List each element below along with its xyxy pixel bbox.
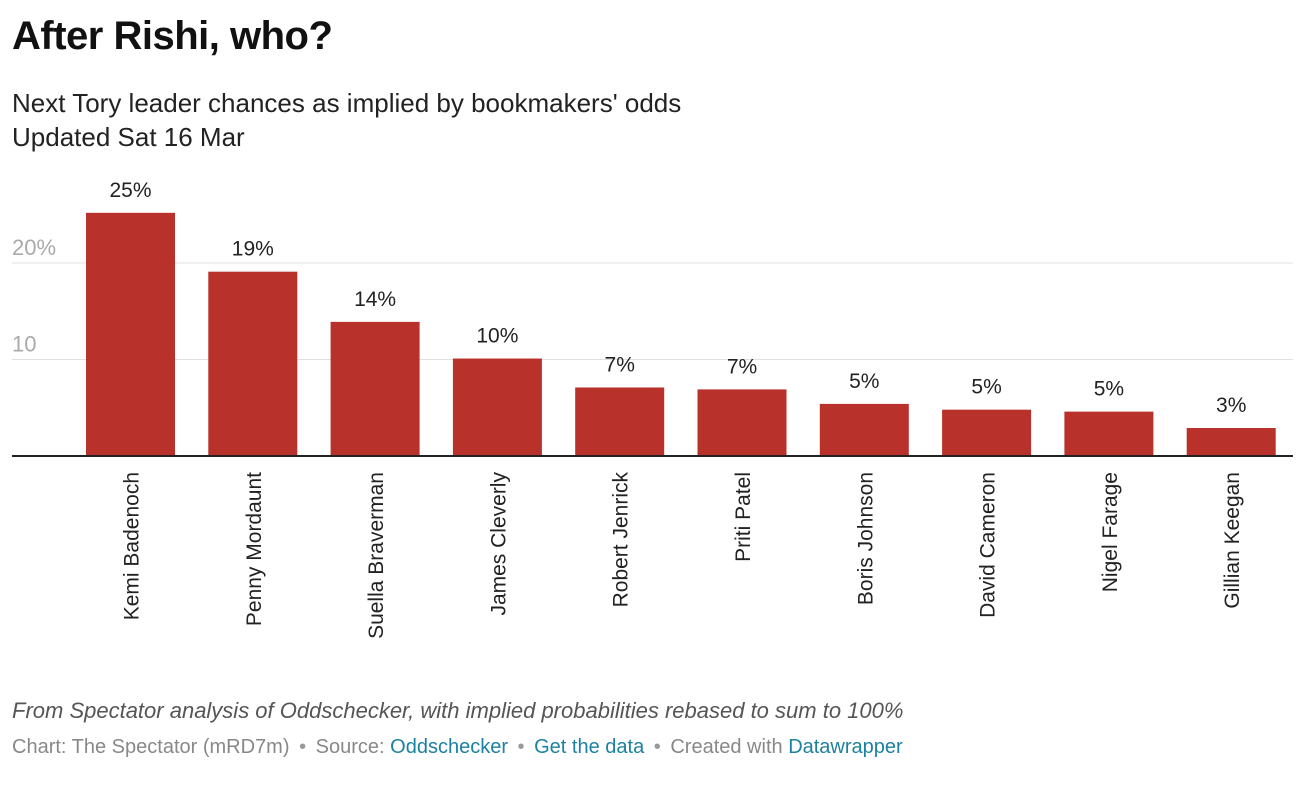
category-label: Boris Johnson	[854, 472, 877, 605]
bars	[86, 212, 1276, 456]
bar	[942, 409, 1032, 456]
data-labels: 25% 19% 14% 10% 7% 7% 5% 5% 5% 3%	[109, 179, 1246, 417]
datawrapper-link[interactable]: Datawrapper	[788, 736, 903, 758]
bar	[575, 387, 665, 456]
data-label: 10%	[476, 325, 518, 348]
bar	[452, 358, 542, 456]
get-data-link[interactable]: Get the data	[534, 736, 645, 758]
y-axis-ticks: 10 20%	[12, 235, 56, 357]
chart-byline: Chart: The Spectator (mRD7m) • Source: O…	[12, 736, 903, 759]
bar	[819, 403, 909, 456]
y-tick-label: 10	[12, 332, 36, 357]
category-label: Suella Braverman	[365, 472, 388, 639]
bar	[697, 389, 787, 456]
category-label: Gillian Keegan	[1221, 472, 1244, 609]
chart-subtitle: Next Tory leader chances as implied by b…	[12, 86, 681, 154]
data-label: 7%	[727, 355, 757, 378]
bar	[1064, 411, 1154, 456]
category-label: Kemi Badenoch	[121, 472, 144, 620]
data-label: 14%	[354, 288, 396, 311]
separator: •	[517, 736, 525, 758]
bar-chart: 10 20% 25% 19% 14% 10% 7% 7% 5% 5% 5% 3% Kemi Bade…	[12, 179, 1293, 639]
x-axis-labels: Kemi Badenoch Penny Mordaunt Suella Braver…	[121, 472, 1245, 639]
y-tick-label: 20%	[12, 235, 56, 260]
source-label: Source:	[315, 736, 385, 758]
category-label: Penny Mordaunt	[243, 472, 266, 626]
chart-notes: From Spectator analysis of Oddschecker, …	[12, 698, 904, 723]
category-label: Nigel Farage	[1099, 472, 1122, 592]
gridlines	[12, 262, 1293, 360]
separator: •	[653, 736, 661, 758]
category-label: James Cleverly	[487, 472, 510, 616]
chart-title: After Rishi, who?	[12, 14, 333, 58]
created-label: Created with	[670, 736, 783, 758]
data-label: 3%	[1216, 394, 1246, 417]
subtitle-line-1: Next Tory leader chances as implied by b…	[12, 88, 682, 118]
source-link[interactable]: Oddschecker	[390, 736, 508, 758]
data-label: 5%	[1094, 378, 1124, 401]
data-label: 5%	[971, 376, 1001, 399]
bar	[1186, 428, 1276, 456]
bar	[330, 321, 420, 456]
data-label: 7%	[605, 353, 635, 376]
category-label: Priti Patel	[732, 472, 755, 562]
data-label: 25%	[109, 179, 151, 202]
data-label: 5%	[849, 370, 879, 393]
chart-credit: Chart: The Spectator (mRD7m)	[12, 736, 290, 758]
bar	[86, 212, 175, 456]
subtitle-line-2: Updated Sat 16 Mar	[12, 122, 245, 152]
bar	[208, 271, 298, 456]
category-label: Robert Jenrick	[610, 472, 633, 608]
data-label: 19%	[232, 238, 274, 261]
separator: •	[299, 736, 307, 758]
category-label: David Cameron	[977, 472, 1000, 618]
